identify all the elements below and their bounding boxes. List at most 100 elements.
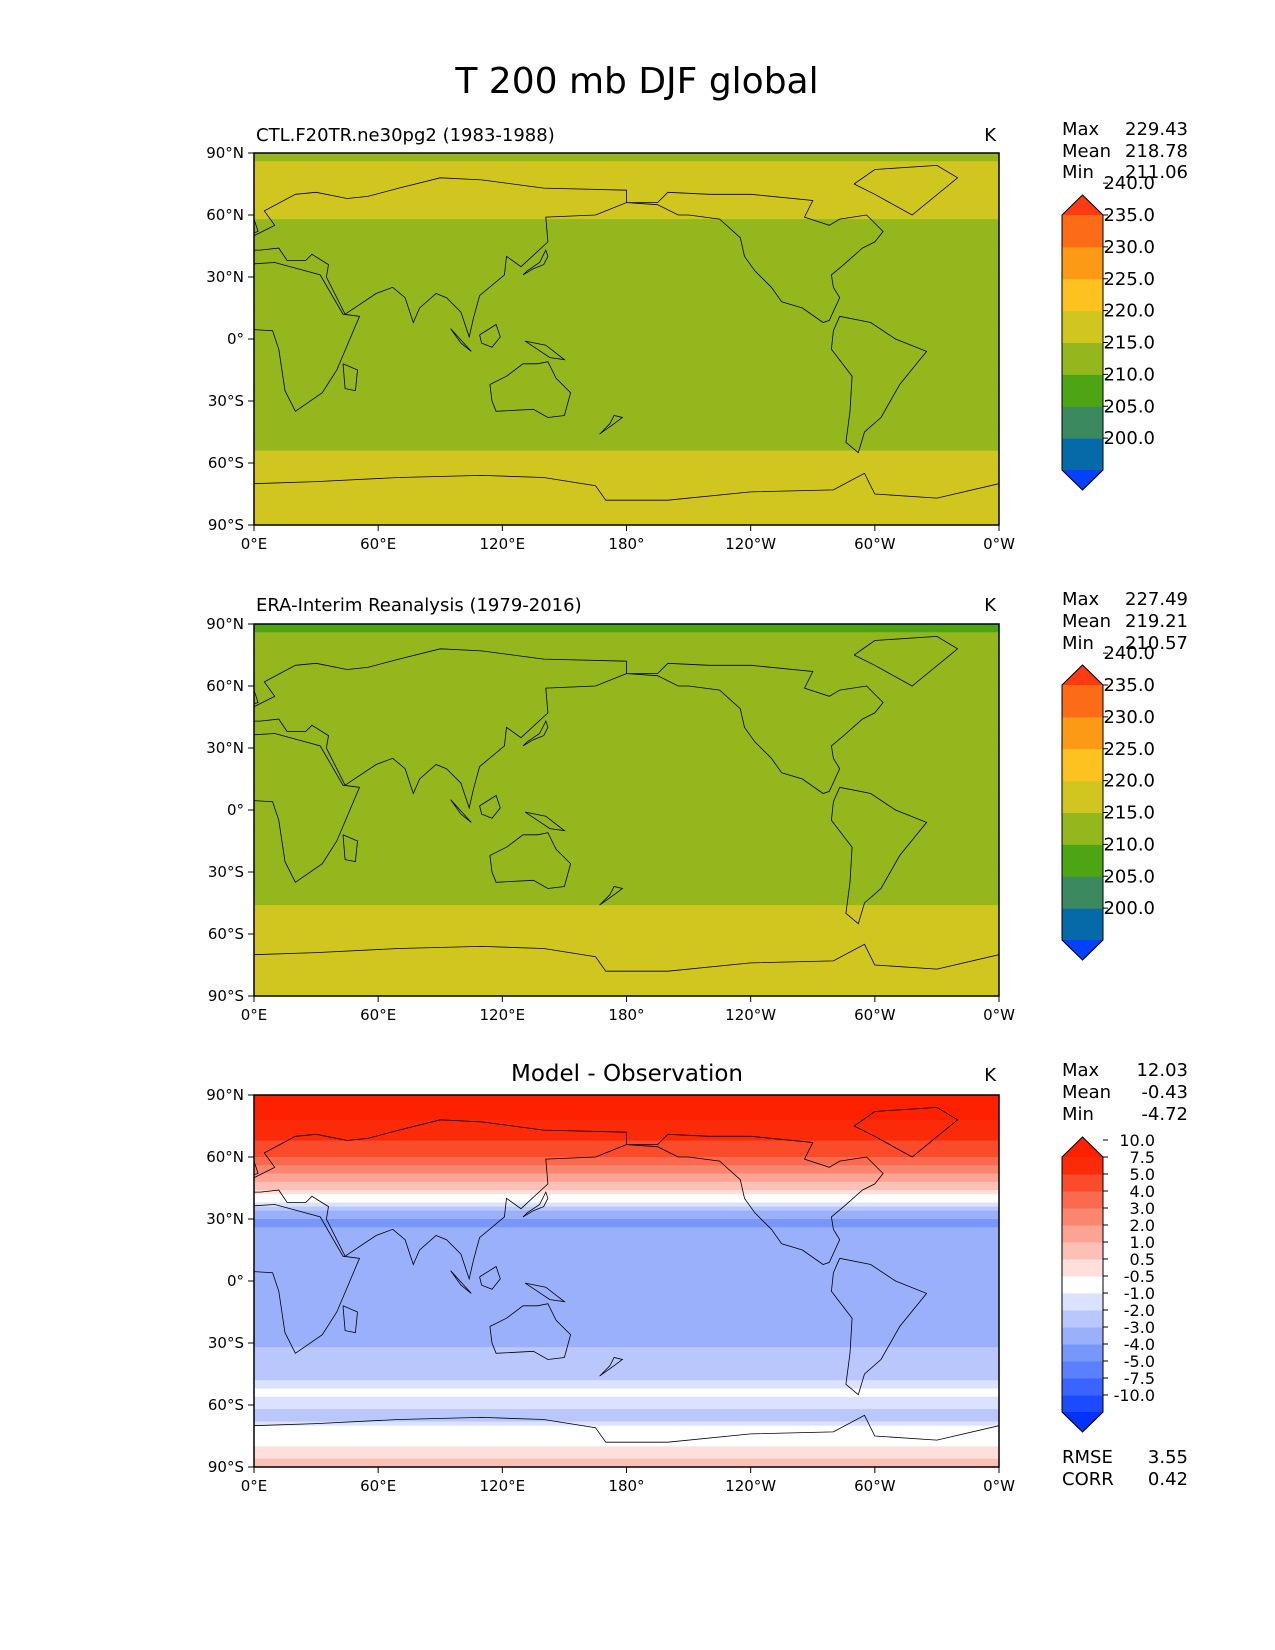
stat-mean-label: Mean bbox=[1062, 611, 1111, 632]
field-band bbox=[254, 1177, 999, 1183]
panel-observation-subtitle: ERA-Interim Reanalysis (1979-2016) bbox=[256, 595, 582, 616]
field-band bbox=[254, 479, 999, 485]
y-tick-label: 60°N bbox=[206, 677, 244, 695]
field-band bbox=[254, 1219, 999, 1224]
coastline-segment bbox=[450, 799, 472, 823]
field-band bbox=[254, 310, 999, 315]
field-band bbox=[254, 297, 999, 303]
colorbar-segment bbox=[1062, 844, 1103, 877]
field-band bbox=[254, 710, 999, 716]
field-band bbox=[254, 1107, 999, 1113]
x-tick-label: 0°W bbox=[983, 535, 1015, 553]
colorbar-segment bbox=[1062, 374, 1103, 407]
field-band bbox=[254, 268, 999, 274]
field-band bbox=[254, 892, 999, 898]
field-band bbox=[254, 1301, 999, 1307]
x-tick-label: 0°W bbox=[983, 1006, 1015, 1024]
field-band bbox=[254, 810, 999, 815]
field-band bbox=[254, 1293, 999, 1299]
field-band bbox=[254, 173, 999, 179]
field-band bbox=[254, 640, 999, 646]
field-band bbox=[254, 1123, 999, 1129]
coastline-segment bbox=[853, 635, 959, 687]
field-band bbox=[254, 223, 999, 228]
field-band bbox=[254, 843, 999, 848]
field-band bbox=[254, 264, 999, 270]
coastline-segment bbox=[599, 886, 624, 906]
field-band bbox=[254, 202, 999, 208]
field-band bbox=[254, 1264, 999, 1270]
colorbar-tick-label: 215.0 bbox=[1103, 803, 1155, 824]
field-band bbox=[254, 632, 999, 637]
colorbar-segment bbox=[1062, 246, 1103, 280]
field-band bbox=[254, 1376, 999, 1381]
field-band bbox=[254, 822, 999, 828]
field-band bbox=[254, 905, 999, 910]
field-band bbox=[254, 987, 999, 993]
colorbar-tick-label: -10.0 bbox=[1114, 1386, 1155, 1405]
colorbar-tick-label: 240.0 bbox=[1103, 173, 1155, 194]
field-band bbox=[254, 1268, 999, 1274]
colorbar-tick-label: 200.0 bbox=[1103, 428, 1155, 449]
y-tick-label: 0° bbox=[227, 330, 244, 348]
field-band bbox=[254, 1128, 999, 1133]
colorbar-tick-label: 220.0 bbox=[1103, 771, 1155, 792]
field-band bbox=[254, 1425, 999, 1431]
field-band bbox=[254, 628, 999, 633]
coastline bbox=[254, 635, 999, 972]
x-tick-label: 120°E bbox=[480, 535, 526, 553]
colorbar-tick-label: 0.5 bbox=[1130, 1250, 1155, 1269]
colorbar-segment bbox=[1062, 1225, 1103, 1243]
field-band bbox=[254, 467, 999, 472]
field-band bbox=[254, 805, 999, 811]
x-axis-ticks: 0°E 60°E 120°E 180° 120°W 60°W 0°W bbox=[241, 996, 1015, 1024]
colorbar-segment bbox=[1062, 716, 1103, 750]
field-band bbox=[254, 1289, 999, 1294]
field-band bbox=[254, 1157, 999, 1162]
field-band bbox=[254, 260, 999, 266]
field-band bbox=[254, 748, 999, 753]
stat-min-value: -4.72 bbox=[1141, 1104, 1188, 1125]
field-band bbox=[254, 487, 999, 493]
coastline-segment bbox=[479, 1265, 501, 1290]
field-band bbox=[254, 442, 999, 448]
field-band bbox=[254, 343, 999, 348]
x-tick-label: 60°E bbox=[360, 1477, 396, 1495]
y-tick-label: 90°N bbox=[206, 615, 244, 633]
field-band bbox=[254, 925, 999, 931]
field-band bbox=[254, 1343, 999, 1348]
stat-max-label: Max bbox=[1062, 589, 1100, 610]
field-band bbox=[254, 351, 999, 357]
field-band bbox=[254, 789, 999, 795]
colorbar-segment bbox=[1062, 1242, 1103, 1260]
field-band bbox=[254, 983, 999, 989]
field-band bbox=[254, 644, 999, 650]
field-band bbox=[254, 909, 999, 914]
field-band bbox=[254, 929, 999, 935]
field-band bbox=[254, 855, 999, 861]
y-tick-label: 90°N bbox=[206, 144, 244, 162]
field-band bbox=[254, 921, 999, 927]
colorbar-tick-label: 225.0 bbox=[1103, 269, 1155, 290]
coastline-segment bbox=[254, 648, 627, 810]
colorbar-outline bbox=[1061, 664, 1104, 961]
colorbar-segment bbox=[1062, 876, 1103, 909]
colorbar-segment bbox=[1062, 1293, 1103, 1311]
colorbar-tick-label: 3.0 bbox=[1130, 1199, 1155, 1218]
observation-temperature-field bbox=[254, 624, 999, 996]
field-band bbox=[254, 1359, 999, 1365]
field-band bbox=[254, 1347, 999, 1352]
stat-max-label: Max bbox=[1062, 119, 1100, 140]
field-band bbox=[254, 727, 999, 733]
x-tick-label: 0°E bbox=[241, 535, 268, 553]
field-band bbox=[254, 1206, 999, 1212]
x-tick-label: 60°W bbox=[854, 1477, 896, 1495]
colorbar-segment bbox=[1062, 1259, 1103, 1277]
coastline-segment bbox=[254, 1414, 999, 1443]
stat-max-value: 229.43 bbox=[1125, 119, 1188, 140]
colorbar-extend-min bbox=[1062, 470, 1103, 490]
y-tick-label: 30°N bbox=[206, 739, 244, 757]
field-band bbox=[254, 281, 999, 286]
field-band bbox=[254, 776, 999, 782]
field-band bbox=[254, 429, 999, 435]
